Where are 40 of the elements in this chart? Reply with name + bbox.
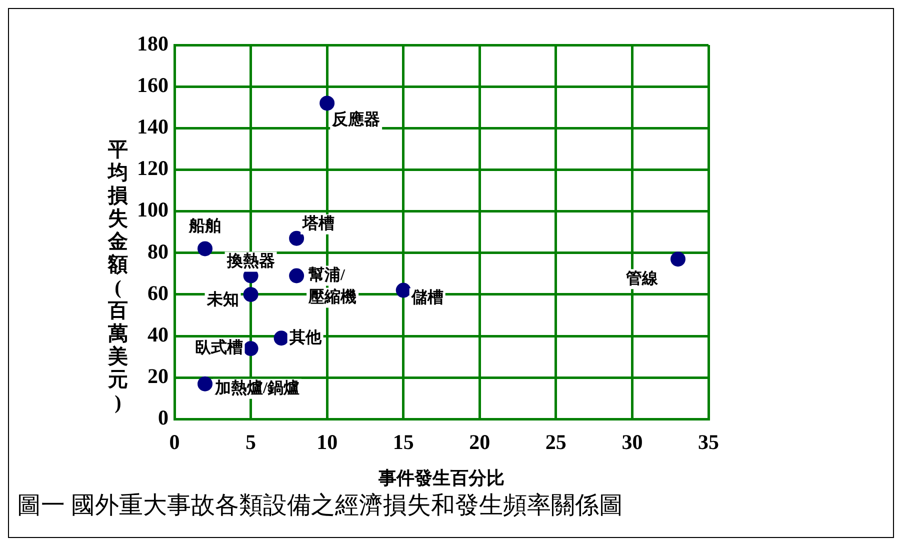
x-tick-label: 5	[246, 430, 256, 454]
text: 圖一 國外重大事故各類設備之經濟損失和發生頻率關係圖	[17, 492, 623, 521]
point	[243, 286, 258, 302]
y-tick-label: 120	[137, 156, 168, 180]
annotation: 換熱器	[226, 252, 275, 270]
annotation: 臥式槽	[194, 338, 243, 357]
annotation: 幫浦/壓縮機	[308, 266, 357, 306]
annotation: 反應器	[331, 110, 380, 128]
y-tick-label: 0	[158, 406, 168, 430]
y-tick-label: 180	[137, 31, 168, 56]
point	[289, 230, 304, 246]
point	[396, 282, 411, 298]
annotation: 塔槽	[302, 214, 335, 232]
point	[274, 330, 289, 346]
y-tick-label: 20	[148, 364, 168, 388]
x-tick-label: 20	[469, 430, 490, 454]
annotation: 儲槽	[410, 288, 444, 306]
y-tick-label: 80	[148, 239, 168, 264]
annotation: 船舶	[188, 216, 222, 235]
x-tick-label: 10	[316, 430, 338, 454]
x-axis-title: 事件發生百分比	[378, 468, 504, 488]
y-tick-label: 140	[137, 114, 168, 139]
point	[670, 252, 686, 267]
point	[198, 241, 213, 256]
annotation: 加熱爐/鍋爐	[214, 379, 300, 397]
point	[320, 96, 335, 111]
y-tick-label: 160	[137, 73, 168, 97]
x-tick-label: 15	[392, 430, 414, 454]
point	[289, 268, 304, 284]
annotation: 其他	[288, 328, 322, 346]
point	[243, 341, 258, 356]
annotation: 管線	[624, 269, 659, 288]
y-tick-label: 60	[148, 280, 168, 305]
point	[198, 376, 213, 392]
x-tick-label: 30	[622, 430, 643, 454]
x-tick-label: 25	[545, 430, 566, 454]
x-tick-label: 35	[698, 430, 719, 454]
y-tick-label: 100	[137, 198, 168, 222]
y-tick-label: 40	[148, 322, 168, 346]
annotation: 未知	[206, 290, 239, 309]
